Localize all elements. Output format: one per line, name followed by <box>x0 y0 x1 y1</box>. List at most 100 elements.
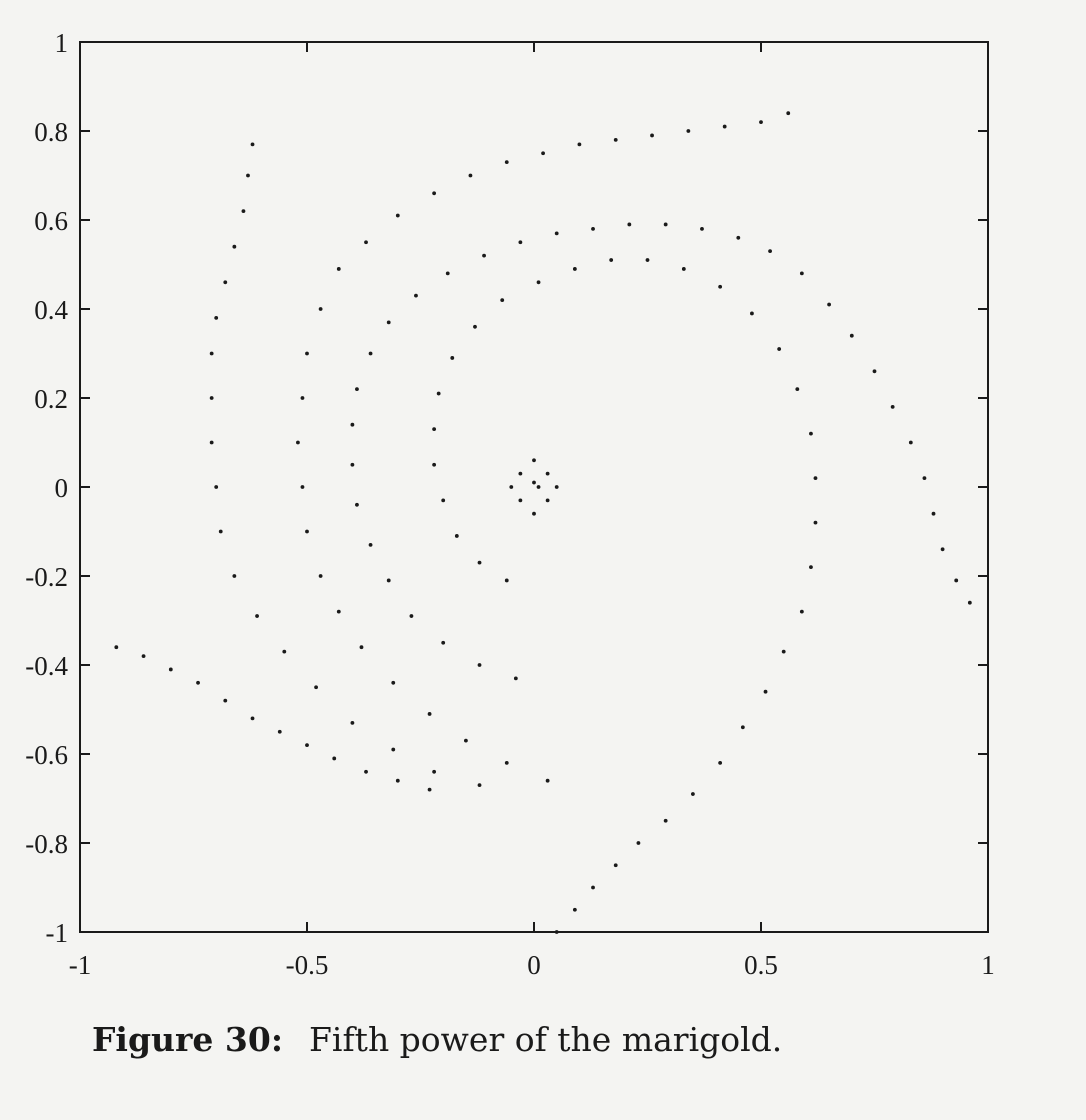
data-point <box>922 476 927 480</box>
data-point <box>554 485 559 489</box>
data-point <box>355 502 359 507</box>
data-point <box>436 391 441 396</box>
data-point <box>141 654 146 658</box>
y-tick-label: -0.2 <box>25 562 68 592</box>
data-point <box>908 440 913 445</box>
x-tick-label: -0.5 <box>286 950 329 980</box>
x-tick-label: 0.5 <box>744 950 778 980</box>
y-tick-label: -0.8 <box>25 829 68 859</box>
data-point <box>763 689 768 694</box>
data-point <box>591 885 595 890</box>
data-point <box>504 761 509 765</box>
data-point <box>532 511 536 516</box>
data-point <box>636 841 641 845</box>
data-point <box>414 293 418 298</box>
data-point <box>432 191 437 196</box>
data-point <box>759 120 763 124</box>
data-point <box>209 440 214 445</box>
plot-frame <box>79 41 989 933</box>
data-point <box>432 427 437 432</box>
data-point <box>168 667 173 672</box>
data-points <box>114 111 972 934</box>
data-point <box>391 747 396 752</box>
data-point <box>518 471 523 476</box>
data-point <box>473 324 477 329</box>
data-point <box>477 560 482 565</box>
data-point <box>350 720 355 725</box>
data-point <box>445 271 450 276</box>
data-point <box>577 142 582 147</box>
data-point <box>686 129 691 133</box>
figure-caption-text: Fifth power of the marigold. <box>309 1020 783 1059</box>
data-point <box>196 680 200 685</box>
data-point <box>364 769 368 774</box>
x-tick-label: 1 <box>981 950 995 980</box>
y-tick-label: 0.8 <box>34 117 68 147</box>
y-tick-label: 0.2 <box>34 384 68 414</box>
data-point <box>700 227 704 231</box>
data-point <box>504 160 509 165</box>
data-point <box>336 609 341 614</box>
y-tick-label: 0.6 <box>34 206 68 236</box>
data-point <box>718 284 723 289</box>
data-point <box>786 111 791 116</box>
data-point <box>627 222 632 227</box>
data-point <box>663 818 668 823</box>
data-point <box>332 756 337 761</box>
y-tick-label: -0.4 <box>25 651 68 681</box>
data-point <box>518 240 523 245</box>
data-point <box>645 258 650 262</box>
data-point <box>849 333 854 338</box>
data-point <box>663 222 668 227</box>
data-point <box>931 511 936 516</box>
data-point <box>740 725 745 730</box>
data-point <box>768 249 772 254</box>
data-point <box>391 680 396 685</box>
data-point <box>250 142 255 147</box>
data-point <box>545 498 550 503</box>
figure-label: Figure 30: <box>92 1020 284 1059</box>
data-point <box>432 769 437 774</box>
data-point <box>114 645 119 650</box>
data-point <box>359 645 364 650</box>
data-point <box>314 685 318 690</box>
data-point <box>536 485 541 489</box>
data-point <box>355 387 359 391</box>
y-tick-label: 0.4 <box>34 295 68 325</box>
data-point <box>545 778 550 783</box>
data-point <box>872 369 877 374</box>
x-tick-label: -1 <box>69 950 92 980</box>
data-point <box>432 462 437 467</box>
data-point <box>781 649 786 654</box>
data-point <box>223 698 228 703</box>
data-point <box>232 244 237 249</box>
data-point <box>441 498 446 503</box>
data-point <box>482 253 486 258</box>
data-point <box>799 271 804 276</box>
scatter-plot: -1 -0.5 0 0.5 1 1 0.8 0.6 0.4 0.2 0 -0.2 -0.4 -0.6 -0.… <box>25 28 995 980</box>
data-point <box>650 133 654 138</box>
data-point <box>940 547 945 552</box>
data-point <box>318 307 323 311</box>
data-point <box>809 565 813 569</box>
data-point <box>223 280 228 285</box>
data-point <box>246 173 250 178</box>
data-point <box>541 151 545 156</box>
data-point <box>613 863 618 868</box>
data-point <box>813 520 818 525</box>
data-point <box>386 320 391 325</box>
data-point <box>409 614 414 618</box>
data-point <box>518 498 523 503</box>
data-point <box>395 213 400 218</box>
data-point <box>532 480 536 485</box>
data-point <box>395 778 400 783</box>
data-point <box>591 227 595 231</box>
data-point <box>477 663 482 667</box>
data-point <box>241 209 246 214</box>
data-point <box>809 431 813 436</box>
data-point <box>364 240 368 245</box>
data-point <box>536 280 541 285</box>
data-point <box>454 534 459 538</box>
data-point <box>386 578 391 583</box>
